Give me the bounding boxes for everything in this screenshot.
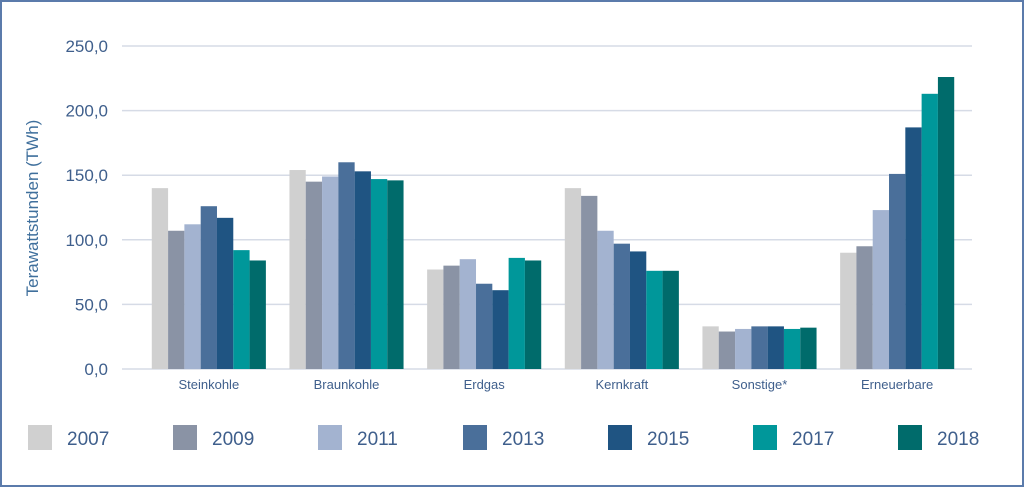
legend-label: 2013 bbox=[502, 429, 544, 450]
x-tick-label: Steinkohle bbox=[178, 377, 239, 392]
legend-item-2007: 2007 bbox=[28, 425, 109, 450]
legend-item-2015: 2015 bbox=[608, 425, 689, 450]
x-tick-label: Erneuerbare bbox=[861, 377, 933, 392]
bar-2018-Braunkohle bbox=[387, 180, 404, 369]
x-tick-label: Sonstige* bbox=[732, 377, 788, 392]
legend-swatch bbox=[898, 425, 922, 450]
bar-2017-Braunkohle bbox=[370, 179, 388, 369]
bar-2011-Erneuerbare bbox=[872, 210, 890, 369]
bar-2007-Steinkohle bbox=[151, 188, 169, 369]
bar-2011-Braunkohle bbox=[322, 176, 339, 369]
bar-2011-Sonstige bbox=[735, 328, 752, 369]
y-tick-label: 100,0 bbox=[65, 231, 108, 250]
legend-label: 2007 bbox=[67, 429, 109, 450]
legend-label: 2009 bbox=[212, 429, 254, 450]
bar-2013-Erneuerbare bbox=[889, 173, 906, 369]
bar-2015-Sonstige bbox=[767, 326, 784, 369]
legend-swatch bbox=[608, 425, 632, 450]
bar-2007-Kernkraft bbox=[564, 188, 582, 369]
bar-2013-Kernkraft bbox=[613, 243, 630, 369]
legend-item-2017: 2017 bbox=[753, 425, 834, 450]
bar-2017-Steinkohle bbox=[233, 250, 250, 369]
legend-item-2009: 2009 bbox=[173, 425, 254, 450]
bar-2017-Kernkraft bbox=[646, 270, 663, 369]
y-tick-label: 150,0 bbox=[65, 166, 108, 185]
x-tick-label: Braunkohle bbox=[314, 377, 380, 392]
bar-2007-Sonstige bbox=[702, 326, 719, 369]
legend-item-2011: 2011 bbox=[318, 425, 398, 450]
bar-2015-Kernkraft bbox=[629, 251, 647, 369]
bar-2018-Sonstige bbox=[800, 327, 817, 369]
bar-2011-Kernkraft bbox=[597, 230, 614, 369]
bar-2009-Erdgas bbox=[443, 265, 460, 369]
bar-2013-Steinkohle bbox=[200, 206, 217, 369]
legend-label: 2011 bbox=[357, 429, 398, 450]
legend-swatch bbox=[173, 425, 197, 450]
y-tick-label: 0,0 bbox=[84, 360, 108, 379]
bar-2017-Erdgas bbox=[508, 257, 525, 369]
x-tick-label: Erdgas bbox=[464, 377, 506, 392]
bar-2009-Erneuerbare bbox=[856, 246, 873, 369]
bar-2013-Erdgas bbox=[476, 283, 493, 369]
y-axis-label: Terawattstunden (TWh) bbox=[23, 120, 42, 297]
bar-2015-Erneuerbare bbox=[905, 127, 922, 369]
bar-2009-Sonstige bbox=[718, 331, 736, 369]
legend-item-2013: 2013 bbox=[463, 425, 544, 450]
bar-2011-Erdgas bbox=[459, 259, 477, 369]
y-tick-label: 250,0 bbox=[65, 37, 108, 56]
legend-item-2018: 2018 bbox=[898, 425, 979, 450]
legend-label: 2017 bbox=[792, 429, 834, 450]
bar-2013-Sonstige bbox=[751, 326, 768, 369]
bar-2017-Erneuerbare bbox=[921, 93, 938, 369]
legend-swatch bbox=[28, 425, 52, 450]
bar-2015-Erdgas bbox=[492, 290, 509, 369]
bar-2018-Erdgas bbox=[524, 260, 542, 369]
bar-2007-Erneuerbare bbox=[840, 252, 857, 369]
x-tick-label: Kernkraft bbox=[595, 377, 648, 392]
bar-2009-Braunkohle bbox=[305, 181, 323, 369]
bar-2007-Braunkohle bbox=[289, 170, 306, 369]
bar-2018-Kernkraft bbox=[662, 270, 679, 369]
legend-swatch bbox=[753, 425, 777, 450]
legend-swatch bbox=[318, 425, 342, 450]
bar-2018-Steinkohle bbox=[249, 260, 266, 369]
bar-2009-Kernkraft bbox=[581, 195, 598, 369]
bar-2017-Sonstige bbox=[783, 328, 801, 369]
legend-label: 2018 bbox=[937, 429, 979, 450]
y-tick-label: 200,0 bbox=[65, 102, 108, 121]
bar-2007-Erdgas bbox=[427, 269, 444, 369]
bar-2013-Braunkohle bbox=[338, 162, 355, 369]
bar-2015-Braunkohle bbox=[354, 171, 371, 369]
bar-2018-Erneuerbare bbox=[937, 77, 955, 370]
y-tick-label: 50,0 bbox=[75, 295, 108, 314]
bar-2009-Steinkohle bbox=[168, 230, 185, 369]
bar-2015-Steinkohle bbox=[216, 217, 234, 369]
legend-swatch bbox=[463, 425, 487, 450]
bar-2011-Steinkohle bbox=[184, 224, 201, 369]
legend-label: 2015 bbox=[647, 429, 689, 450]
